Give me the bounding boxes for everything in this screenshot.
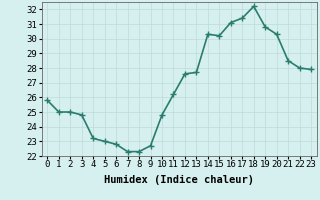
X-axis label: Humidex (Indice chaleur): Humidex (Indice chaleur) — [104, 175, 254, 185]
